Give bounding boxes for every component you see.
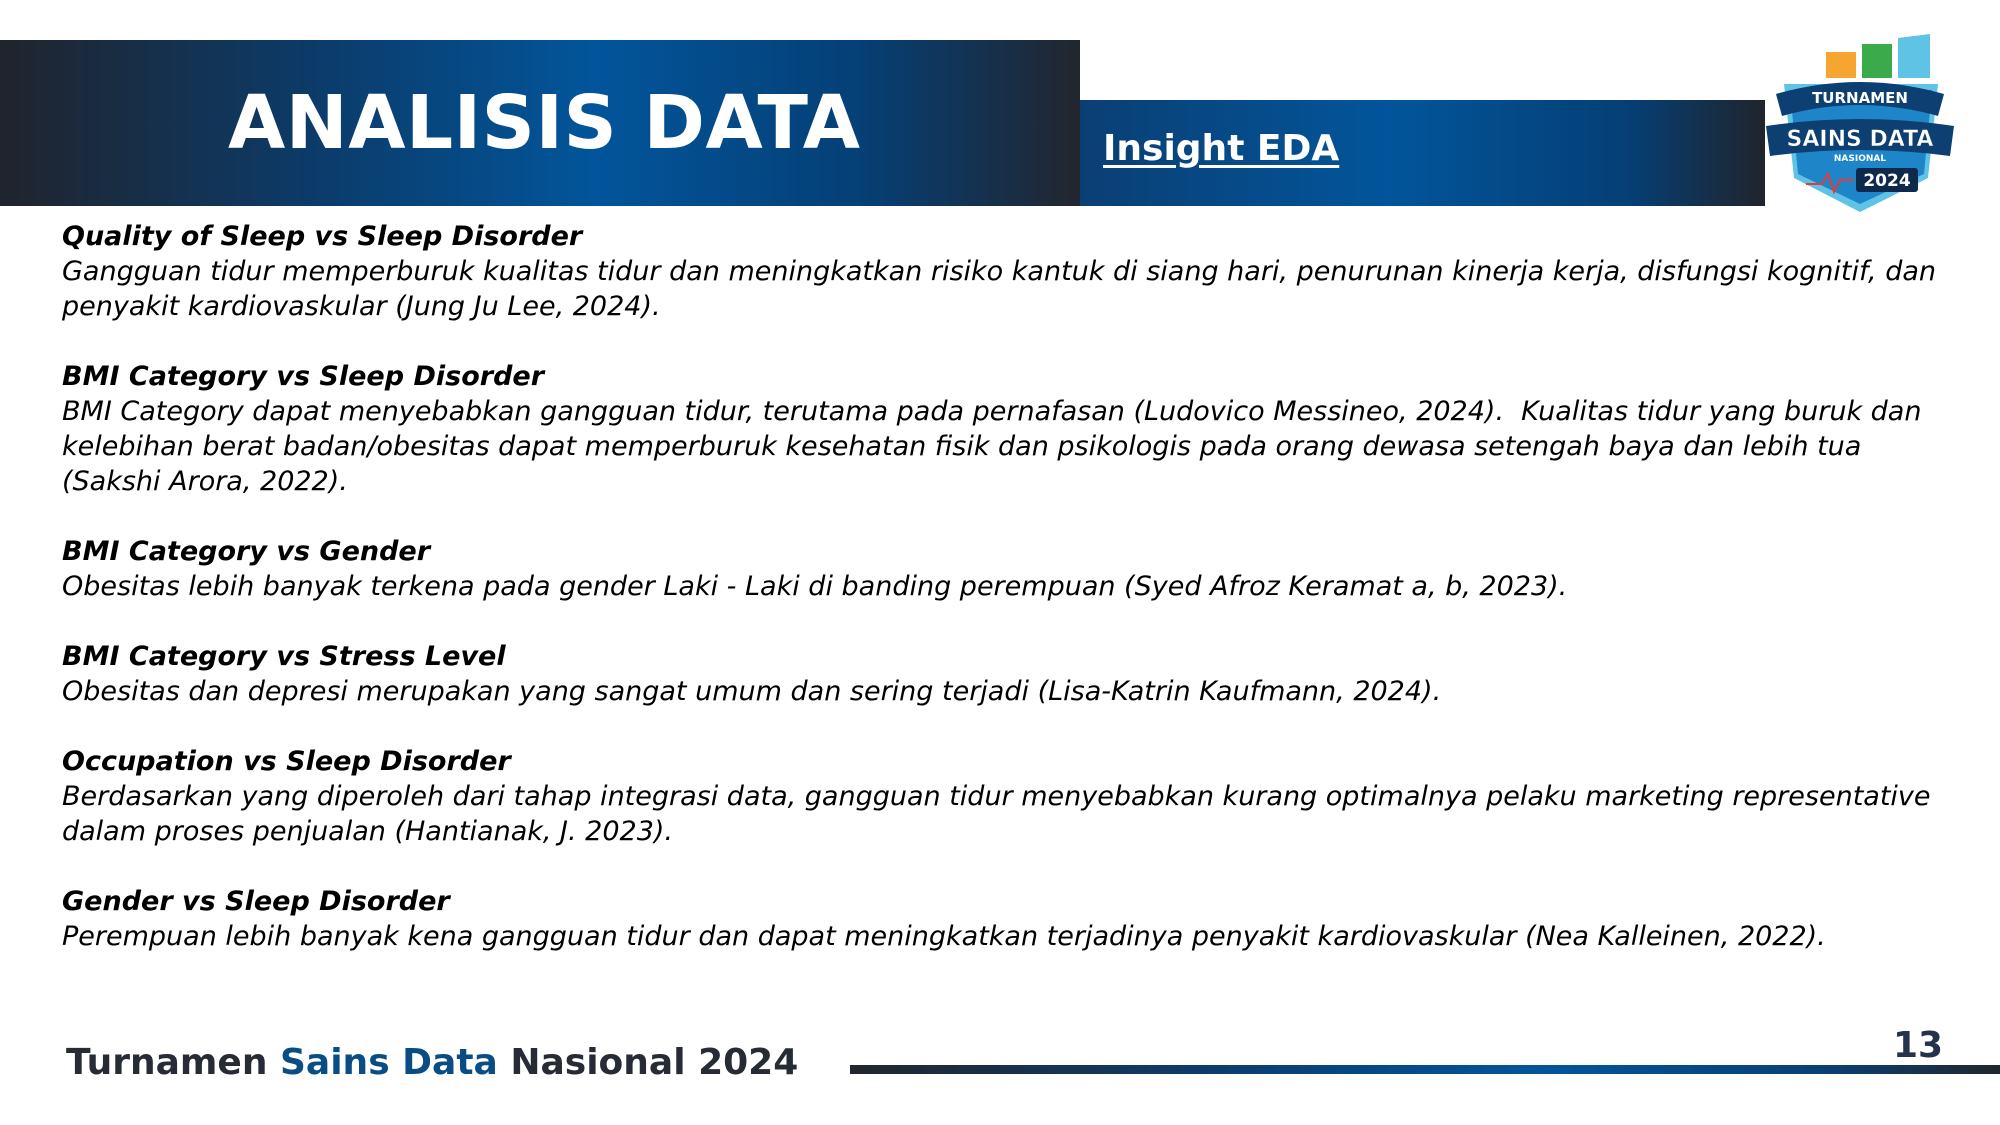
section-title: BMI Category vs Stress Level [62, 641, 506, 672]
section-title: BMI Category vs Sleep Disorder [62, 361, 545, 392]
section-body: Obesitas dan depresi merupakan yang sang… [62, 676, 1442, 707]
section-title: Occupation vs Sleep Disorder [62, 746, 511, 777]
logo-ribbon [1776, 82, 1944, 116]
insight-section: BMI Category vs Sleep Disorder BMI Categ… [62, 359, 1962, 499]
heartbeat-icon [1806, 171, 1854, 195]
tsdn-logo: TURNAMEN SAINS DATA NASIONAL 2024 [1766, 34, 1954, 212]
logo-bar-blue [1898, 34, 1930, 78]
footer-title-part: Nasional 2024 [497, 1042, 799, 1083]
section-body: Obesitas lebih banyak terkena pada gende… [62, 571, 1568, 602]
page-number: 13 [1893, 1025, 1944, 1066]
logo-text-nasional: NASIONAL [1834, 154, 1886, 164]
page-title: ANALISIS DATA [228, 80, 861, 166]
insight-section: Gender vs Sleep Disorder Perempuan lebih… [62, 884, 1962, 954]
insight-section: Quality of Sleep vs Sleep Disorder Gangg… [62, 219, 1962, 324]
logo-text-turnamen: TURNAMEN [1812, 89, 1908, 107]
footer-title-accent: Sains Data [280, 1042, 498, 1083]
section-title: Quality of Sleep vs Sleep Disorder [62, 221, 583, 252]
section-body: Gangguan tidur memperburuk kualitas tidu… [62, 256, 1945, 322]
logo-bar-orange [1826, 52, 1856, 78]
section-body: BMI Category dapat menyebabkan gangguan … [62, 396, 1931, 497]
logo-banner [1766, 119, 1954, 156]
insight-section: BMI Category vs Gender Obesitas lebih ba… [62, 534, 1962, 604]
footer-title-part: Turnamen [66, 1042, 280, 1083]
section-title: BMI Category vs Gender [62, 536, 431, 567]
header-banner [0, 40, 1080, 206]
footer-divider [850, 1065, 2000, 1074]
footer-title: Turnamen Sains Data Nasional 2024 [66, 1042, 798, 1083]
logo-text-sains-data: SAINS DATA [1787, 127, 1934, 152]
insight-section: BMI Category vs Stress Level Obesitas da… [62, 639, 1962, 709]
logo-bar-green [1862, 44, 1892, 78]
section-body: Berdasarkan yang diperoleh dari tahap in… [62, 781, 1940, 847]
insight-content: Quality of Sleep vs Sleep Disorder Gangg… [62, 219, 1962, 989]
logo-text-year: 2024 [1863, 171, 1910, 191]
section-body: Perempuan lebih banyak kena gangguan tid… [62, 921, 1826, 952]
insight-section: Occupation vs Sleep Disorder Berdasarkan… [62, 744, 1962, 849]
subheader-banner [1080, 100, 1765, 206]
page-subtitle: Insight EDA [1103, 128, 1340, 169]
logo-year-badge [1856, 168, 1918, 192]
section-title: Gender vs Sleep Disorder [62, 886, 450, 917]
